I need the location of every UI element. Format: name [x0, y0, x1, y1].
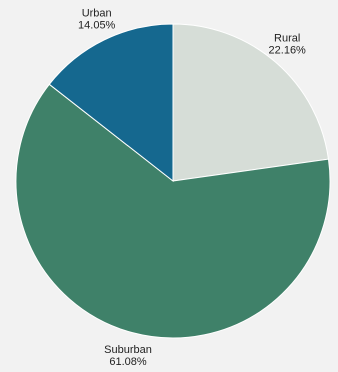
pie-label-percent: 61.08% — [109, 356, 147, 368]
pie-label-name: Urban — [82, 8, 112, 20]
pie-slices — [15, 23, 331, 339]
pie-label-percent: 22.16% — [269, 45, 307, 57]
pie-label-rural: Rural 22.16% — [269, 33, 307, 57]
pie-label-name: Suburban — [104, 344, 152, 356]
pie-label-suburban: Suburban 61.08% — [104, 344, 152, 368]
pie-slice-suburban — [15, 83, 331, 339]
pie-slice-urban — [48, 23, 174, 183]
pie-slice-rural — [172, 23, 330, 182]
pie-label-percent: 14.05% — [78, 20, 116, 32]
pie-labels: Rural 22.16% Suburban 61.08% Urban 14.05% — [78, 8, 306, 369]
pie-label-name: Rural — [274, 33, 300, 45]
pie-label-urban: Urban 14.05% — [78, 8, 116, 32]
